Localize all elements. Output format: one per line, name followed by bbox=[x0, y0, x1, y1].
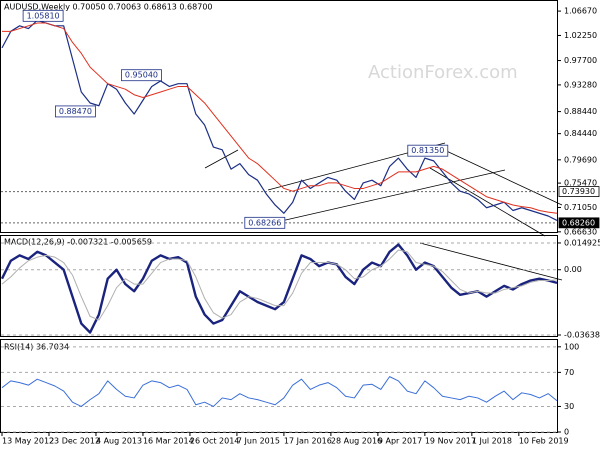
x-tick-label: 17 Jan 2016 bbox=[284, 437, 332, 446]
watermark: ActionForex.com bbox=[368, 62, 518, 83]
annotation-label: 0.88470 bbox=[59, 107, 92, 116]
annotation-label: 0.68266 bbox=[248, 218, 281, 227]
x-tick-label: 23 Dec 2012 bbox=[49, 437, 100, 446]
annotation-box bbox=[407, 144, 449, 157]
y-tick-label: 0.66630 bbox=[564, 227, 597, 236]
x-tick-label: 9 Apr 2017 bbox=[378, 437, 422, 446]
annotation-box bbox=[244, 216, 286, 229]
y-tick-label: 0.84440 bbox=[564, 129, 597, 138]
x-tick-label: 4 Aug 2013 bbox=[96, 437, 142, 446]
trend-line bbox=[204, 149, 239, 169]
series-line bbox=[1, 249, 558, 321]
y-tick-label: 100 bbox=[564, 342, 579, 351]
annotation-label: 0.81350 bbox=[411, 146, 444, 155]
annotation-box bbox=[55, 105, 96, 118]
y-tick-label: 70 bbox=[564, 368, 574, 377]
price-title: AUDUSD,Weekly 0.70050 0.70063 0.68613 0.… bbox=[4, 3, 213, 12]
annotation-label: 0.95040 bbox=[125, 71, 158, 80]
series-line bbox=[1, 376, 558, 407]
annotation-label: 1.05810 bbox=[27, 11, 60, 20]
y-tick-label: 1.06670 bbox=[564, 7, 597, 16]
trend-line bbox=[267, 169, 506, 225]
x-tick-label: 16 Mar 2014 bbox=[143, 437, 194, 446]
y-tick-label: 0.97700 bbox=[564, 56, 597, 65]
y-tick-label: 0 bbox=[564, 428, 569, 437]
level-box bbox=[558, 186, 600, 197]
y-tick-label: 0.014925 bbox=[564, 238, 600, 247]
rsi-title: RSI(14) 36.7034 bbox=[4, 343, 69, 352]
y-tick-label: 0.75470 bbox=[564, 179, 597, 188]
y-tick-label: 0.79690 bbox=[564, 155, 597, 164]
macd-panel bbox=[0, 235, 558, 337]
y-tick-label: 0.00 bbox=[564, 265, 582, 274]
x-tick-label: 7 Jun 2015 bbox=[237, 437, 280, 446]
y-tick-label: 0.71050 bbox=[564, 203, 597, 212]
series-line bbox=[2, 22, 558, 214]
y-tick-label: 30 bbox=[564, 402, 574, 411]
macd-title: MACD(12,26,9) -0.007321 -0.005659 bbox=[4, 238, 152, 247]
x-tick-label: 26 Oct 2014 bbox=[190, 437, 239, 446]
annotation-box bbox=[22, 9, 64, 22]
x-tick-label: 28 Aug 2016 bbox=[331, 437, 382, 446]
x-tick-label: 13 May 2012 bbox=[2, 437, 54, 446]
x-tick-label: 19 Nov 2017 bbox=[425, 437, 476, 446]
y-tick-label: 0.93280 bbox=[564, 80, 597, 89]
y-tick-label: 0.88440 bbox=[564, 107, 597, 116]
level-label: 0.73930 bbox=[562, 187, 595, 196]
level-label: 0.68260 bbox=[562, 218, 595, 227]
x-tick-label: 1 Jul 2018 bbox=[472, 437, 512, 446]
trend-line bbox=[419, 242, 563, 281]
y-tick-label: 1.02250 bbox=[564, 31, 597, 40]
x-tick-label: 10 Feb 2019 bbox=[519, 437, 569, 446]
series-line bbox=[1, 19, 558, 221]
y-tick-label: -0.036389 bbox=[564, 331, 600, 340]
trend-line bbox=[439, 147, 563, 206]
price-panel bbox=[0, 0, 558, 233]
annotation-box bbox=[121, 69, 162, 82]
level-box bbox=[558, 217, 600, 229]
